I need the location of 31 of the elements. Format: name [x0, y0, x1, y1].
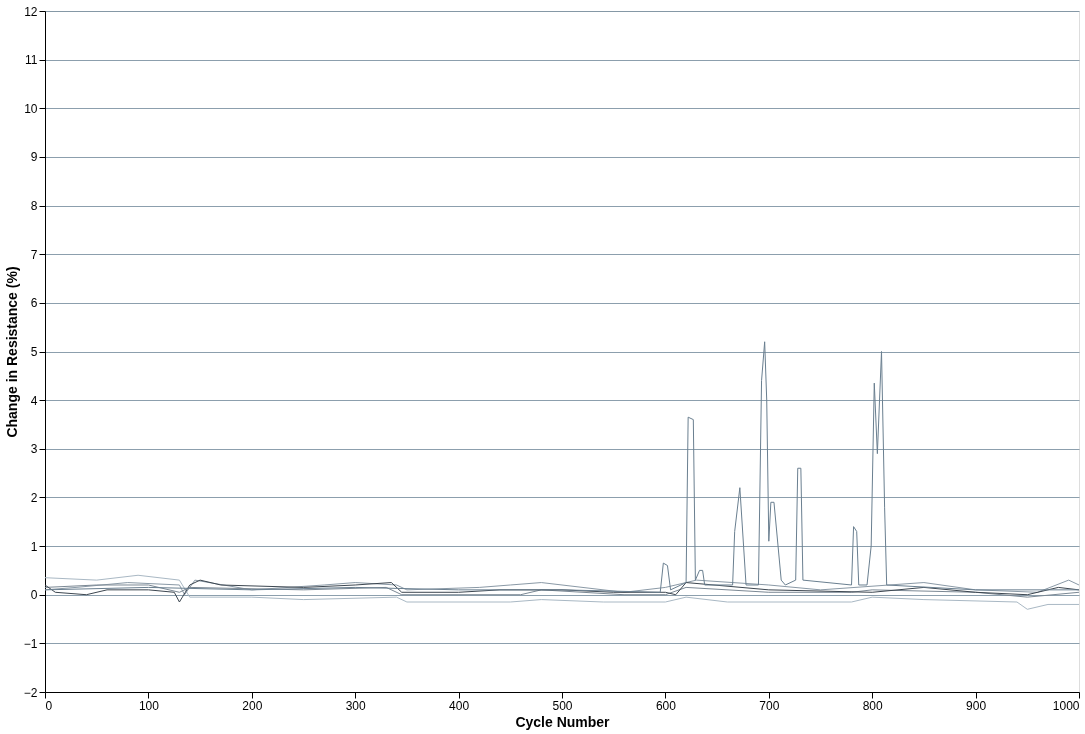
x-tick-label: 1000	[1052, 698, 1080, 713]
x-tick-label: 200	[242, 698, 263, 713]
x-tick-label: 500	[552, 698, 573, 713]
y-tick-label: 2	[30, 490, 38, 505]
y-tick-label: 1	[30, 539, 38, 554]
y-tick-label: 8	[30, 199, 38, 214]
x-tick-label: 0	[45, 698, 53, 713]
line-series	[45, 584, 1079, 598]
y-tick-label: 5	[30, 345, 38, 359]
x-axis-title: Cycle Number	[515, 713, 611, 730]
y-tick-label: 7	[30, 247, 38, 262]
y-tick-label: 6	[30, 296, 38, 311]
y-tick-label: 12	[24, 4, 38, 19]
line-series	[45, 341, 1079, 593]
x-tick-label: 600	[655, 698, 677, 713]
y-tick-label: −1	[23, 636, 38, 651]
y-tick-label: 10	[24, 101, 38, 116]
x-tick-label: 900	[966, 698, 987, 713]
x-tick-label: 800	[862, 698, 884, 713]
x-tick-label: 400	[449, 698, 470, 713]
y-axis-title: Change in Resistance (%)	[3, 266, 20, 438]
line-series	[45, 574, 1079, 610]
y-tick-label: −2	[23, 685, 38, 700]
x-tick-label: 300	[345, 698, 367, 713]
y-tick-label: 4	[30, 393, 38, 408]
y-tick-label: 3	[30, 442, 38, 457]
y-tick-label: 0	[30, 588, 38, 603]
y-tick-label: 11	[25, 53, 38, 68]
x-tick-label: 700	[759, 698, 780, 713]
x-tick-label: 100	[138, 698, 160, 713]
y-tick-label: 9	[30, 150, 38, 165]
